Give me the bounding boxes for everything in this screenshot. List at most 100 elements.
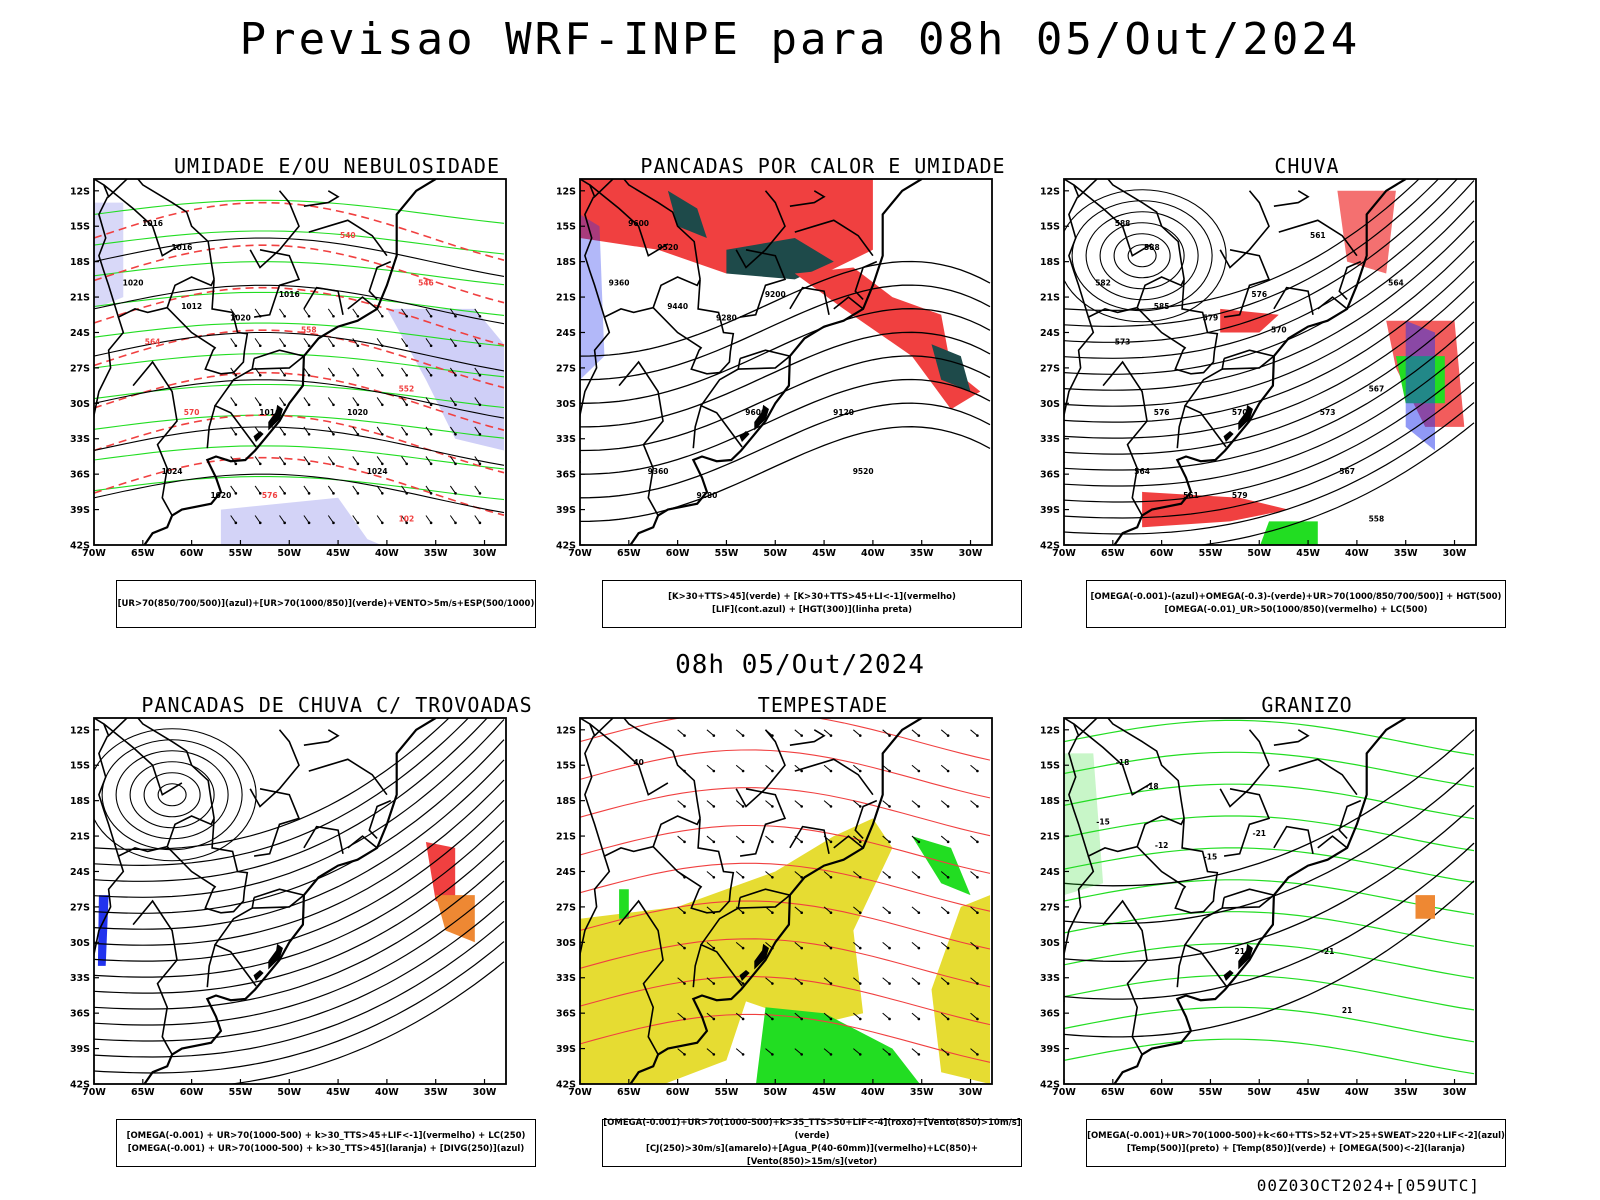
contour-label: 546 [418,278,434,287]
contour-label: -12 [1155,841,1169,850]
lat-tick-label: 33S [1040,973,1060,984]
lat-tick-label: 36S [1040,470,1060,481]
legend-line: [OMEGA(-0.001) + UR>70(1000-500) + k>30_… [126,1131,526,1141]
legend-box: [OMEGA(-0.001)+UR>70(1000-500)+k<60+TTS>… [1086,1119,1506,1167]
legend-line: [CJ(250)>30m/s](amarelo)+[Agua_P(40-60mm… [645,1144,979,1167]
lon-tick-label: 35W [424,548,448,559]
lat-tick-label: 30S [70,399,90,410]
lon-tick-label: 35W [910,548,934,559]
lat-tick-label: 33S [556,973,576,984]
lat-tick-label: 30S [1040,399,1060,410]
lon-tick-label: 30W [473,1087,497,1098]
contour-label: -21 [1321,947,1335,956]
contour-label: -21 [1252,829,1266,838]
panel-title: PANCADAS POR CALOR E UMIDADE [640,154,1006,178]
panel-title: PANCADAS DE CHUVA C/ TROVOADAS [141,693,533,717]
lat-tick-label: 39S [1040,505,1060,516]
lat-tick-label: 39S [1040,1044,1060,1055]
legend-box: [OMEGA(-0.001)+UR>70(1000-500)+k>35_TTS>… [602,1118,1022,1167]
lat-tick-label: 15S [1040,222,1060,233]
panel-title: UMIDADE E/OU NEBULOSIDADE [173,154,501,178]
legend-line: [OMEGA(-0.001) + UR>70(1000-500) + k>30_… [127,1144,525,1154]
lon-tick-label: 40W [1345,1087,1369,1098]
lat-tick-label: 15S [70,761,90,772]
contour-label: 9600 [628,219,649,228]
contour-label: -15 [1204,853,1218,862]
contour-label: 540 [340,231,356,240]
contour-label: 9200 [765,290,786,299]
contour-label: 588 [1144,243,1160,252]
lat-tick-label: 36S [70,1009,90,1020]
lat-tick-label: 27S [556,902,576,913]
lon-tick-label: 55W [1199,1087,1223,1098]
contour-label: 9360 [609,278,630,287]
lat-tick-label: 24S [1040,867,1060,878]
contour-label: 1012 [181,302,202,311]
lat-tick-label: 27S [1040,363,1060,374]
contour-label: 570 [1271,325,1287,334]
contour-label: 564 [1388,278,1404,287]
lon-tick-label: 60W [1150,548,1174,559]
contour-label: -18 [1116,758,1130,767]
panel-granizo: GRANIZO -18 -18 -12 -15 -15 -21 -21 21 21 12S 15S 18… [1040,693,1552,1193]
contour-label: 1020 [210,491,231,500]
lon-tick-label: 30W [473,548,497,559]
contour-label: 573 [1320,408,1336,417]
lat-tick-label: 12S [556,725,576,736]
lon-tick-label: 55W [715,1087,739,1098]
lat-tick-label: 18S [556,257,576,268]
lon-tick-label: 70W [1052,1087,1076,1098]
lat-tick-label: 12S [556,186,576,197]
lon-tick-label: 50W [1247,548,1271,559]
lat-tick-label: 42S [70,541,90,552]
legend-box: [OMEGA(-0.001)-(azul)+OMEGA(-0.3)-(verde… [1086,580,1506,628]
contour-label: 102 [399,514,415,523]
lon-tick-label: 30W [959,1087,983,1098]
lon-tick-label: 60W [180,548,204,559]
lat-tick-label: 21S [70,832,90,843]
contour-label: 9360 [648,467,669,476]
lat-tick-label: 12S [70,186,90,197]
lat-tick-label: 18S [70,796,90,807]
lat-tick-label: 18S [556,796,576,807]
lon-tick-label: 60W [666,1087,690,1098]
contour-label: 582 [1095,278,1111,287]
contour-label: 570 [1232,408,1248,417]
contour-label: 585 [1154,302,1170,311]
contour-label: 570 [184,408,200,417]
lon-tick-label: 65W [1101,1087,1125,1098]
lat-tick-label: 21S [1040,832,1060,843]
panel-chuva: CHUVA 588 588 585 582 579 576 573 570 567 564 561 57… [1040,154,1552,654]
contour-label: 1016 [171,243,192,252]
contour-label: 9280 [696,491,717,500]
lon-tick-label: 40W [375,548,399,559]
legend-box: [K>30+TTS>45](verde) + [K>30+TTS>45+LI<-… [602,580,1022,628]
lat-tick-label: 39S [556,1044,576,1055]
mid-date-label: 08h 05/Out/2024 [675,650,925,680]
lat-tick-label: 24S [1040,328,1060,339]
contour-label: 21 [1235,947,1245,956]
run-timestamp: 00Z03OCT2024+[059UTC] [1256,1176,1480,1195]
contour-label: 1016 [259,408,280,417]
lon-tick-label: 30W [1443,548,1467,559]
panel-title: CHUVA [1274,154,1340,178]
lon-tick-label: 55W [229,548,253,559]
lon-tick-label: 65W [1101,548,1125,559]
lon-tick-label: 70W [568,548,592,559]
lon-tick-label: 55W [715,548,739,559]
contour-label: 579 [1203,314,1219,323]
contour-label: -15 [1096,817,1110,826]
contour-label: 558 [1369,514,1385,523]
lon-tick-label: 45W [1296,1087,1320,1098]
lon-tick-label: 70W [1052,548,1076,559]
contour-label: 1020 [230,314,251,323]
legend-line: [OMEGA(-0.001)+UR>70(1000-500)+k>35_TTS>… [603,1118,1021,1141]
contour-label: 576 [1251,290,1267,299]
lat-tick-label: 12S [1040,186,1060,197]
lat-tick-label: 36S [556,470,576,481]
map-layers [94,199,505,545]
lon-tick-label: 40W [375,1087,399,1098]
lon-tick-label: 50W [277,548,301,559]
forecast-map: 9600 9520 9440 9360 9280 9200 9120 9600 9520 9360… [556,178,993,559]
